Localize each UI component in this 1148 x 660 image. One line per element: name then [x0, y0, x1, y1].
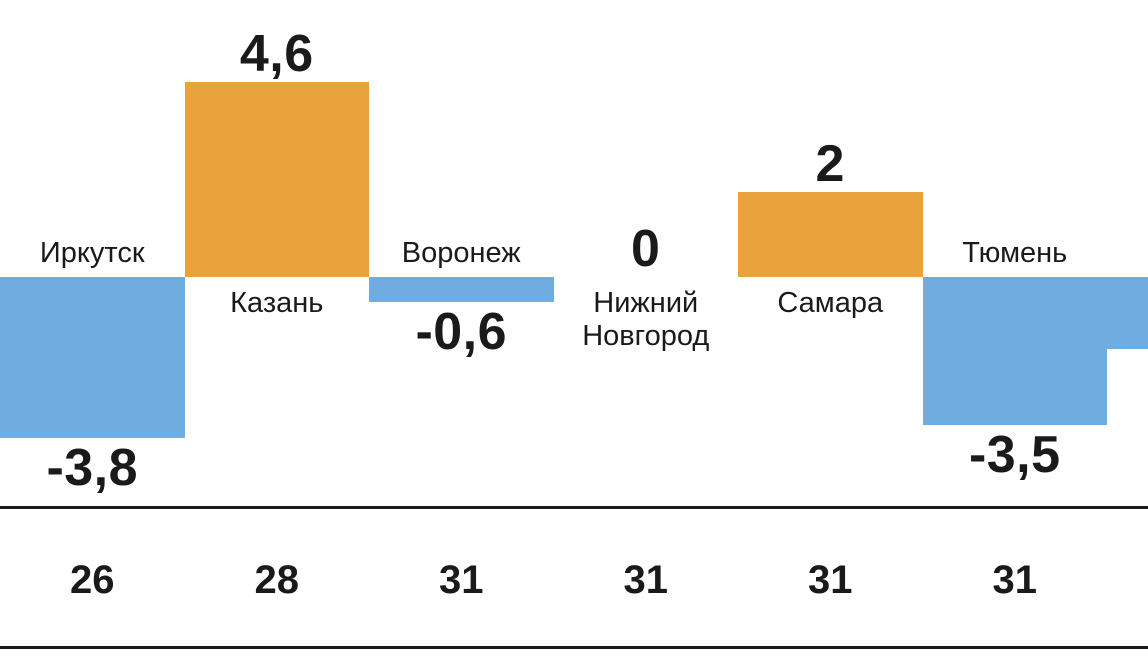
city-label: Казань	[230, 287, 324, 319]
bar-value-label: 4,6	[239, 25, 314, 84]
bar-0	[0, 277, 185, 438]
bar-value-label: 0	[631, 220, 661, 278]
x-axis-label: 26	[70, 558, 115, 602]
x-axis-label: 31	[439, 558, 484, 602]
city-label: Тюмень	[962, 237, 1068, 269]
x-axis-label: 31	[623, 558, 669, 602]
divider-bottom	[0, 646, 1148, 649]
bar-value-label: -0,6	[415, 303, 508, 362]
divider-top	[0, 506, 1148, 509]
x-axis-label: 31	[992, 558, 1038, 602]
city-label: Воронеж	[401, 237, 521, 269]
bar-1	[184, 82, 369, 277]
bar-value-label: 2	[815, 135, 845, 194]
bar-5	[922, 277, 1107, 426]
city-label: Нижний Новгород	[582, 287, 710, 353]
bar-2	[369, 277, 554, 303]
bar-4	[738, 192, 923, 277]
x-axis-label: 28	[254, 558, 300, 602]
bar-partial-next	[1107, 277, 1148, 349]
bar-value-label: -3,8	[46, 438, 139, 497]
city-label: Самара	[777, 287, 884, 319]
x-axis-label: 31	[808, 558, 853, 602]
city-label: Иркутск	[39, 237, 145, 269]
bar-value-label: -3,5	[968, 426, 1061, 485]
